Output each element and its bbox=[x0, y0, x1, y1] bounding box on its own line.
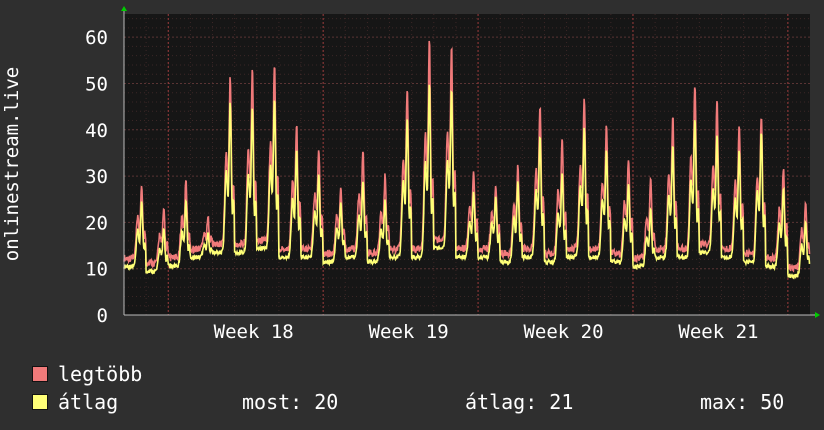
axes bbox=[121, 6, 820, 318]
y-tick-label: 40 bbox=[85, 120, 108, 142]
y-tick-label: 0 bbox=[97, 305, 108, 327]
y-tick-label: 50 bbox=[85, 73, 108, 95]
tick-labels: 0 10 20 30 40 50 60 Week 18 Week 19 Week 20 Week 2… bbox=[85, 27, 758, 343]
x-tick-label: Week 19 bbox=[369, 321, 449, 343]
legend-row-max: legtöbb bbox=[32, 363, 802, 385]
series-layer bbox=[123, 40, 811, 280]
y-axis-label: onlinestream.live bbox=[1, 67, 23, 261]
y-tick-label: 60 bbox=[85, 27, 108, 49]
x-tick-label: Week 20 bbox=[523, 321, 603, 343]
legend-label-max: legtöbb bbox=[58, 362, 143, 386]
y-axis-arrow bbox=[121, 6, 127, 11]
stat-now: most: 20 bbox=[242, 390, 339, 414]
legend-label-avg: átlag bbox=[58, 390, 119, 414]
legend-swatch-max bbox=[32, 366, 48, 382]
x-tick-label: Week 21 bbox=[678, 321, 758, 343]
y-tick-label: 20 bbox=[85, 212, 108, 234]
series-max-line bbox=[123, 40, 811, 273]
stat-max: max: 50 bbox=[700, 390, 785, 414]
stat-avg: átlag: 21 bbox=[465, 390, 574, 414]
series-avg-line bbox=[123, 84, 811, 280]
legend-swatch-avg bbox=[32, 394, 48, 410]
legend-row-avg: átlag most: 20 átlag: 21 max: 50 bbox=[32, 391, 802, 413]
y-tick-label: 30 bbox=[85, 166, 108, 188]
y-tick-label: 10 bbox=[85, 259, 108, 281]
x-tick-label: Week 18 bbox=[214, 321, 294, 343]
x-axis-arrow bbox=[815, 312, 820, 318]
